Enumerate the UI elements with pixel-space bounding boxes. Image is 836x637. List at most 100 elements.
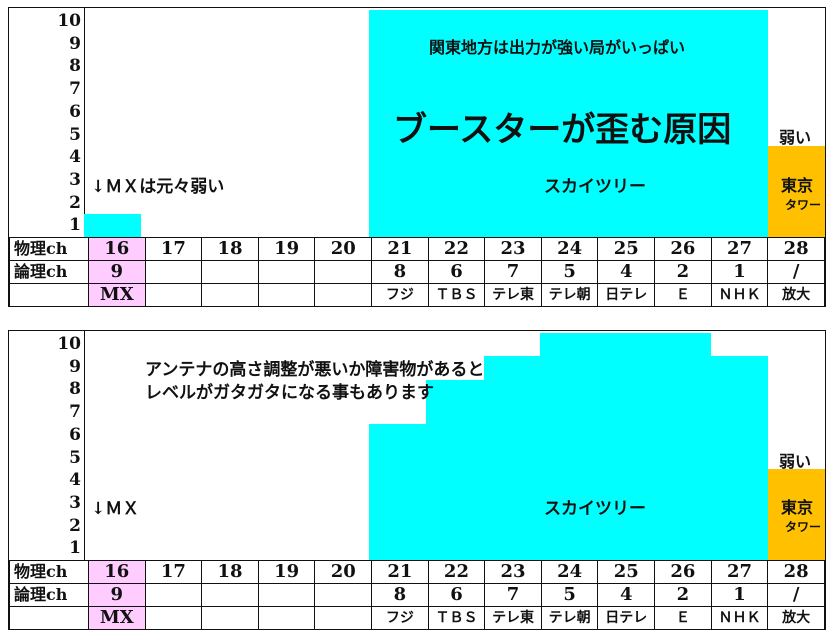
cell-logical-26: 2 <box>654 583 712 607</box>
y-tick-label: 6 <box>69 101 81 122</box>
cell-stations-23: テレ東 <box>484 283 542 307</box>
cell-physical-26: 26 <box>654 560 712 584</box>
cell-stations-23: テレ東 <box>484 606 542 630</box>
cell-stations-20 <box>314 283 373 307</box>
logical-ch-row: 論理ch 9 8 6 7 5 4 2 1/ <box>9 583 825 607</box>
cell-stations-19 <box>257 606 316 630</box>
cell-physical-22: 22 <box>427 560 486 584</box>
cell-logical-21: 8 <box>371 583 429 607</box>
row-label: 物理ch <box>9 237 89 261</box>
plot-area: 10 9 8 7 6 5 4 3 2 1 関東地方は出力が強い局がいっぱい ブースターが歪む原因 ↓ＭＸ… <box>9 8 825 237</box>
station-row: MX フジ ＴＢＳ テレ東 テレ朝 日テレ Ｅ ＮＨＫ 放大 <box>9 283 825 307</box>
cell-physical-23: 23 <box>484 237 542 261</box>
bar-ch-26 <box>654 333 711 560</box>
bar-ch-27 <box>711 355 768 560</box>
cell-physical-17: 17 <box>144 560 203 584</box>
bar-ch-24 <box>540 10 597 237</box>
y-tick-label: 2 <box>69 192 81 213</box>
cell-stations-26: Ｅ <box>654 606 712 630</box>
y-tick-label: 9 <box>69 356 81 377</box>
channel-table: 物理ch 16 17 18 19 20 21 22 23 24 25 26 27 28 論理ch 9 8 6 7 5 4… <box>9 237 825 307</box>
bar-ch-25 <box>597 10 654 237</box>
cell-logical-16: 9 <box>88 583 146 607</box>
panel-uneven-levels: 10 9 8 7 6 5 4 3 2 1 アンテナの高さ調整が悪いか障害物があると レベルがガタガタに… <box>8 330 826 630</box>
logical-ch-row: 論理ch 9 8 6 7 5 4 2 1/ <box>9 260 825 284</box>
y-tick-label: 2 <box>69 515 81 536</box>
cell-physical-19: 19 <box>257 560 316 584</box>
cell-logical-24: 5 <box>540 260 599 284</box>
cell-physical-27: 27 <box>710 560 769 584</box>
y-tick-label: 8 <box>69 56 81 77</box>
tokyo-tower-label-2: タワー <box>785 520 822 534</box>
cell-stations-24: テレ朝 <box>540 283 599 307</box>
cell-physical-20: 20 <box>314 237 373 261</box>
cell-stations-21: フジ <box>371 283 429 307</box>
plot-area: 10 9 8 7 6 5 4 3 2 1 アンテナの高さ調整が悪いか障害物があると レベルがガタガタに… <box>9 331 825 560</box>
y-tick-label: 3 <box>69 492 81 513</box>
cell-stations-28: 放大 <box>767 283 825 307</box>
bar-ch-25 <box>597 333 654 560</box>
cell-logical-18 <box>201 260 259 284</box>
bar-ch-24 <box>540 333 597 560</box>
row-label: 論理ch <box>9 583 89 607</box>
cell-physical-21: 21 <box>371 560 429 584</box>
station-row: MX フジ ＴＢＳ テレ東 テレ朝 日テレ Ｅ ＮＨＫ 放大 <box>9 606 825 630</box>
cell-logical-28: / <box>767 260 825 284</box>
cell-physical-24: 24 <box>540 560 599 584</box>
cell-logical-21: 8 <box>371 260 429 284</box>
cell-stations-22: ＴＢＳ <box>427 606 486 630</box>
cell-physical-25: 25 <box>597 237 656 261</box>
cell-stations-16: MX <box>88 283 146 307</box>
row-label: 物理ch <box>9 560 89 584</box>
cell-logical-25: 4 <box>597 260 656 284</box>
channel-table: 物理ch 16 17 18 19 20 21 22 23 24 25 26 27 28 論理ch 9 8 6 7 5 4… <box>9 560 825 630</box>
cell-physical-24: 24 <box>540 237 599 261</box>
note-line-2: レベルがガタガタになる事もあります <box>145 383 434 403</box>
cell-stations-17 <box>144 606 203 630</box>
cell-physical-16: 16 <box>88 237 146 261</box>
cell-physical-18: 18 <box>201 560 259 584</box>
tokyo-tower-label: 東京 <box>781 176 814 195</box>
cell-physical-25: 25 <box>597 560 656 584</box>
cell-physical-16: 16 <box>88 560 146 584</box>
cell-logical-24: 5 <box>540 583 599 607</box>
headline: ブースターが歪む原因 <box>393 110 732 150</box>
cell-physical-20: 20 <box>314 560 373 584</box>
panel-booster-distortion: 10 9 8 7 6 5 4 3 2 1 関東地方は出力が強い局がいっぱい ブースターが歪む原因 ↓ＭＸ… <box>8 7 826 307</box>
cell-stations-18 <box>201 283 259 307</box>
skytree-label: スカイツリー <box>544 177 646 197</box>
cell-logical-19 <box>257 260 316 284</box>
mx-note: ↓ＭＸは元々弱い <box>91 177 225 197</box>
level-axis: 10 9 8 7 6 5 4 3 2 1 <box>9 8 85 237</box>
bar-ch-27 <box>711 10 768 237</box>
cell-physical-23: 23 <box>484 560 542 584</box>
cell-stations-17 <box>144 283 203 307</box>
bar-ch-26 <box>654 10 711 237</box>
y-tick-label: 10 <box>57 334 81 354</box>
cell-stations-25: 日テレ <box>597 283 656 307</box>
cell-logical-22: 6 <box>427 583 486 607</box>
tokyo-tower-label-2: タワー <box>785 198 822 212</box>
bar-ch-28 <box>768 146 825 237</box>
cell-logical-23: 7 <box>484 583 542 607</box>
cell-logical-19 <box>257 583 316 607</box>
y-tick-label: 7 <box>69 402 81 423</box>
cell-logical-28: / <box>767 583 825 607</box>
cell-logical-27: 1 <box>710 583 769 607</box>
cell-physical-21: 21 <box>371 237 429 261</box>
cell-physical-22: 22 <box>427 237 486 261</box>
bar-ch-22 <box>426 10 483 237</box>
row-label: 論理ch <box>9 260 89 284</box>
bar-ch-28 <box>768 469 825 560</box>
physical-ch-row: 物理ch 16 17 18 19 20 21 22 23 24 25 26 27 28 <box>9 560 825 584</box>
y-tick-label: 3 <box>69 169 81 190</box>
cell-physical-27: 27 <box>710 237 769 261</box>
cell-logical-20 <box>314 583 373 607</box>
cell-physical-26: 26 <box>654 237 712 261</box>
cell-physical-28: 28 <box>767 237 825 261</box>
cell-logical-27: 1 <box>710 260 769 284</box>
cell-logical-16: 9 <box>88 260 146 284</box>
cell-stations-27: ＮＨＫ <box>710 606 769 630</box>
cell-logical-17 <box>144 260 203 284</box>
cell-logical-20 <box>314 260 373 284</box>
